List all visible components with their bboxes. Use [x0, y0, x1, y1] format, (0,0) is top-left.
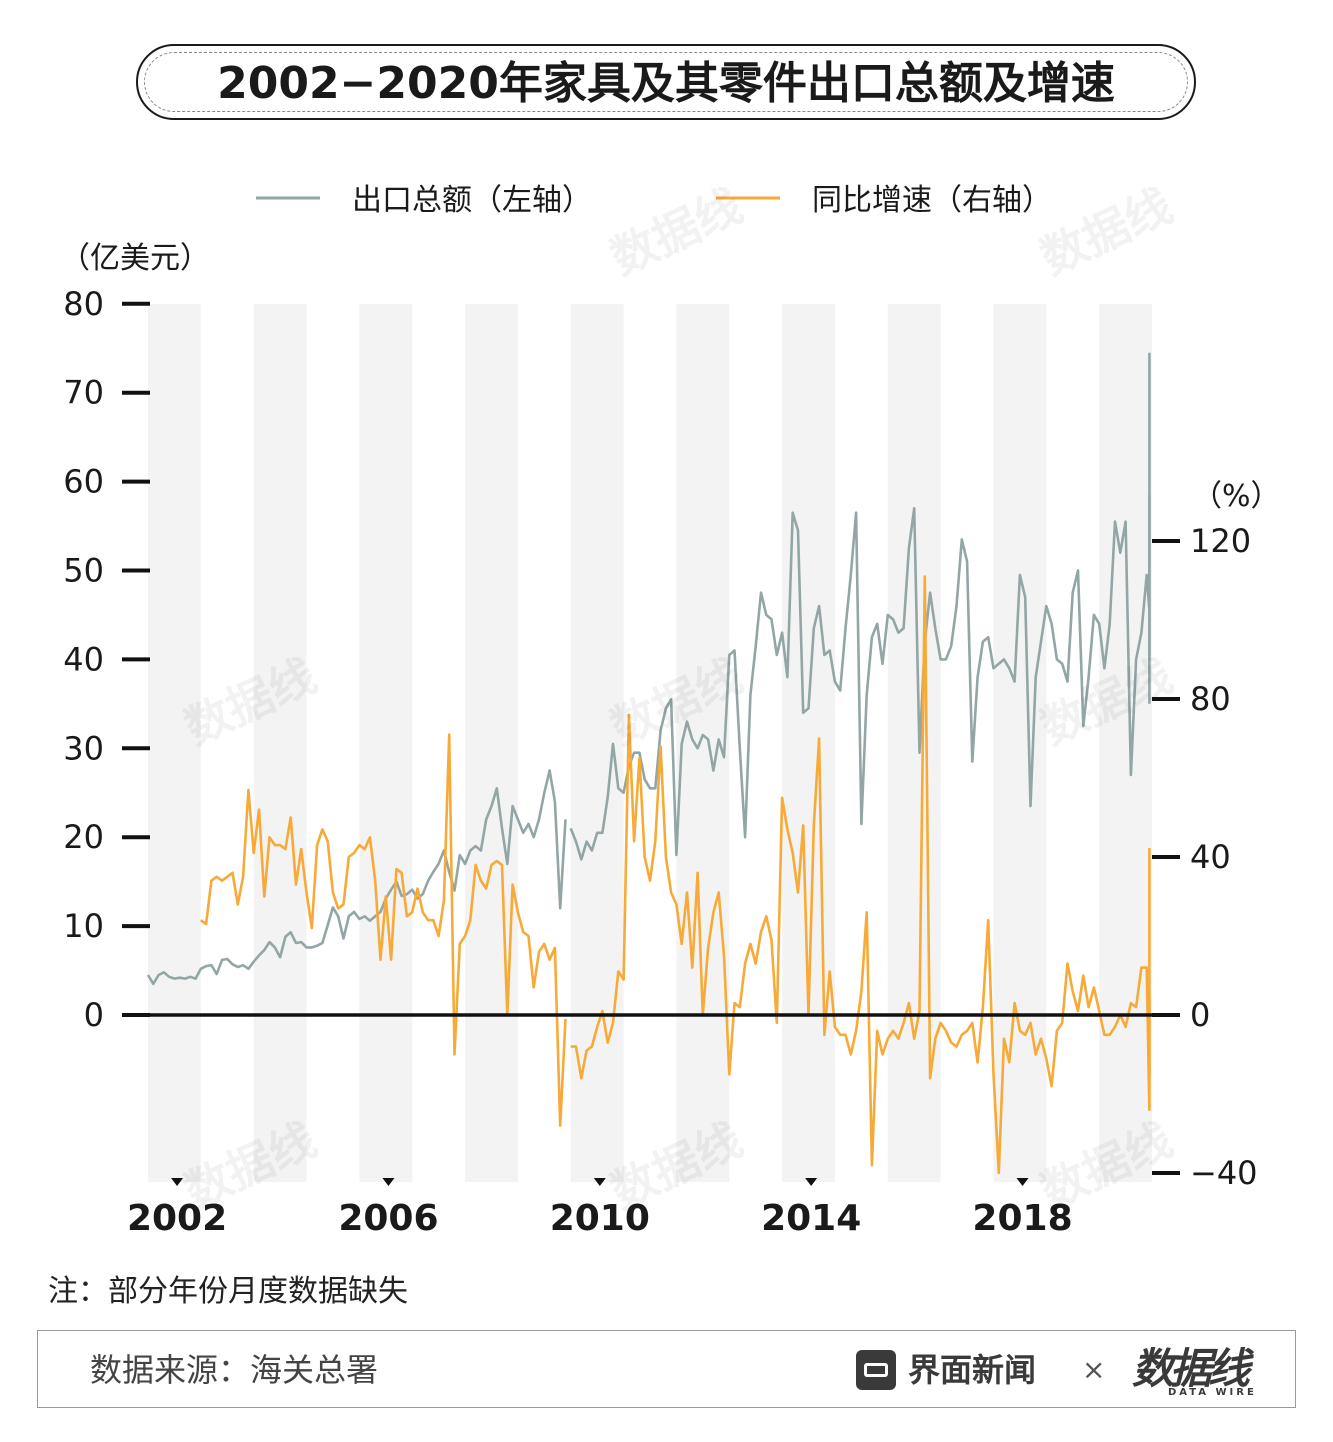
left-tick-label: 40: [63, 640, 104, 678]
x-tick-label: 2010: [550, 1198, 650, 1239]
amount-line: [146, 769, 567, 986]
brand-separator: ×: [1082, 1353, 1106, 1386]
growth-line: [570, 575, 1151, 1175]
right-tick-label: 120: [1190, 522, 1251, 560]
chart-canvas: 出口总额（左轴） 同比增速（右轴） （亿美元） （%） 0 10 20 30 40 50 6…: [60, 183, 1281, 1239]
year-band: [359, 304, 413, 1182]
left-tick-label: 50: [63, 552, 104, 590]
x-axis: 2002 2006 2010 2014 2018: [127, 1178, 1073, 1239]
x-tick-label: 2014: [761, 1198, 861, 1239]
right-tick-label: 40: [1190, 838, 1231, 876]
year-band: [148, 304, 201, 1182]
right-tick-label: 80: [1190, 680, 1231, 718]
left-axis-unit: （亿美元）: [60, 241, 210, 276]
title-frame: 2002−2020年家具及其零件出口总额及增速: [136, 44, 1196, 120]
legend-label-amount: 出口总额（左轴）: [352, 183, 592, 218]
x-tick-marker: [593, 1178, 606, 1186]
left-tick-label: 20: [63, 818, 104, 856]
x-tick-marker: [382, 1178, 395, 1186]
x-tick-label: 2006: [338, 1198, 438, 1239]
data-source: 数据来源：海关总署: [90, 1351, 379, 1389]
year-band: [782, 304, 835, 1182]
x-tick-marker: [805, 1178, 818, 1186]
amount-line: [569, 494, 1151, 861]
year-band: [993, 304, 1047, 1182]
brand-shujuxian-sub: DATA WIRE: [1168, 1387, 1257, 1398]
year-bands: [148, 304, 1152, 1182]
year-band: [1099, 304, 1152, 1182]
left-tick-label: 80: [63, 285, 104, 323]
left-tick-label: 70: [63, 374, 104, 412]
title-inner-border: [144, 52, 1188, 112]
right-axis-unit: （%）: [1192, 479, 1281, 514]
left-tick-label: 30: [63, 729, 104, 767]
jiemian-logo-icon: [856, 1350, 896, 1390]
legend-label-growth: 同比增速（右轴）: [812, 183, 1052, 218]
x-tick-label: 2002: [127, 1198, 227, 1239]
left-tick-label: 10: [63, 907, 104, 945]
x-tick-marker: [171, 1178, 184, 1186]
footer-box: 数据来源：海关总署 界面新闻 × 数据线 DATA WIRE: [37, 1330, 1296, 1408]
brand-jiemian: 界面新闻: [908, 1351, 1037, 1389]
brand-shujuxian: 数据线: [1132, 1344, 1250, 1393]
series-lines: [146, 352, 1151, 1175]
legend: 出口总额（左轴） 同比增速（右轴）: [256, 183, 1052, 218]
left-tick-label: 0: [84, 996, 104, 1034]
left-axis: 0 10 20 30 40 50 60 70 80: [63, 285, 150, 1034]
x-tick-marker: [1016, 1178, 1029, 1186]
right-tick-label: 0: [1190, 996, 1210, 1034]
right-axis: −40 0 40 80 120: [1152, 522, 1258, 1192]
x-tick-label: 2018: [972, 1198, 1072, 1239]
right-tick-label: −40: [1190, 1154, 1258, 1192]
left-tick-label: 60: [63, 463, 104, 501]
growth-line: [200, 733, 567, 1127]
year-band: [253, 304, 307, 1182]
year-band: [570, 304, 624, 1182]
chart-title: 2002−2020年家具及其零件出口总额及增速: [217, 58, 1115, 109]
year-band: [465, 304, 518, 1182]
year-band: [676, 304, 730, 1182]
footnote: 注：部分年份月度数据缺失: [48, 1274, 408, 1309]
